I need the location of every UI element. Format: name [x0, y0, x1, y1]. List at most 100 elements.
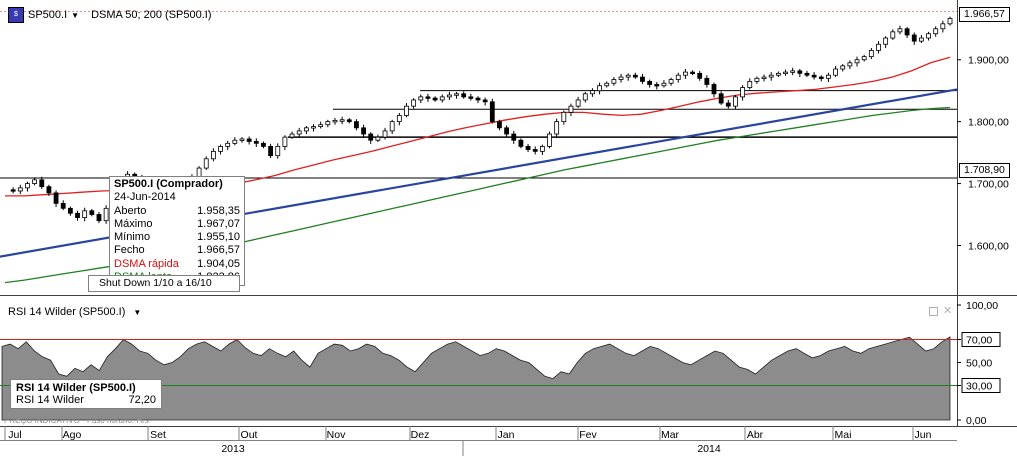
tooltip-row-value: 1.966,57	[197, 244, 240, 257]
candle-up	[740, 87, 746, 98]
candle-up	[854, 59, 860, 64]
x-month-label: Fev	[579, 429, 597, 441]
rsi-dropdown-icon[interactable]: ▼	[133, 307, 142, 317]
candle-up	[439, 96, 445, 101]
x-month-label: Mar	[661, 429, 680, 441]
candle-down	[354, 121, 359, 129]
candle-down	[704, 77, 710, 85]
candle-up	[575, 99, 581, 107]
candle-up	[404, 105, 409, 116]
tooltip-row-value: 1.967,07	[197, 217, 240, 230]
tooltip-row: Máximo 1.967,07	[114, 218, 240, 231]
candle-up	[375, 136, 381, 141]
price-y-tick-label: 1.600,00	[968, 240, 1009, 252]
candle-up	[568, 105, 574, 113]
candle-up	[590, 90, 595, 95]
candle-down	[811, 74, 817, 78]
candle-down	[432, 97, 438, 101]
candle-down	[497, 121, 502, 129]
candle-up	[783, 71, 788, 75]
candle-down	[246, 138, 252, 142]
candle-up	[232, 139, 238, 144]
rsi-level-tag	[961, 378, 1001, 393]
panel-close-icon[interactable]: ✕	[943, 305, 953, 317]
rsi-y-tick-label: 50,00	[966, 358, 992, 370]
candle-up	[861, 56, 867, 61]
candle-up	[239, 138, 245, 141]
candle-up	[933, 28, 939, 35]
candle-down	[482, 99, 488, 103]
candle-up	[833, 68, 838, 76]
candle-down	[518, 139, 524, 147]
candle-up	[411, 99, 417, 107]
rsi-title[interactable]: RSI 14 Wilder (SP500.I)	[8, 306, 126, 318]
rsi-y-tick-label: 30,00	[966, 381, 992, 393]
candle-down	[75, 212, 80, 219]
candle-up	[389, 121, 395, 132]
candle-down	[697, 72, 703, 79]
chart-header: $ SP500.I ▼ DSMA 50; 200 (SP500.I)	[8, 7, 212, 23]
indicator-label[interactable]: DSMA 50; 200 (SP500.I)	[91, 9, 212, 21]
x-month-label: Out	[241, 429, 258, 441]
x-month-label: Jun	[915, 429, 932, 441]
candle-down	[511, 133, 517, 141]
candle-up	[826, 74, 831, 79]
tooltip-row-value: 1.904,05	[197, 257, 240, 270]
rsi-footer-note: PREÇO INDICATIVO · Fuso horário: Hrs	[4, 416, 149, 425]
candle-down	[46, 186, 52, 194]
candle-down	[425, 96, 431, 99]
candle-down	[725, 102, 731, 107]
rsi-y-tick-label: 100,00	[966, 300, 998, 312]
candle-down	[489, 101, 495, 123]
candle-up	[897, 28, 903, 33]
candle-down	[253, 141, 259, 144]
symbol-label[interactable]: SP500.I	[28, 9, 68, 21]
candle-up	[32, 179, 38, 184]
rsi-header: RSI 14 Wilder (SP500.I) ▼	[8, 306, 141, 318]
candle-down	[368, 133, 374, 141]
candle-up	[733, 96, 738, 107]
candle-up	[218, 146, 223, 152]
candle-up	[890, 31, 896, 39]
price-y-tick-label: 1.800,00	[968, 117, 1009, 129]
candle-up	[611, 79, 617, 84]
shutdown-annotation: Shut Down 1/10 a 16/10	[88, 275, 240, 292]
symbol-dropdown-icon[interactable]: ▼	[71, 10, 80, 20]
candle-up	[940, 23, 946, 30]
candle-up	[282, 136, 288, 147]
rsi-box-row: RSI 14 Wilder 72,20	[16, 394, 156, 406]
rsi-box-title: RSI 14 Wilder (SP500.I)	[16, 382, 136, 394]
candle-down	[268, 146, 274, 157]
candle-up	[604, 82, 610, 87]
candle-up	[82, 210, 88, 219]
candle-up	[661, 82, 667, 87]
tooltip-row-label: Máximo	[114, 217, 153, 230]
x-month-label: Mai	[835, 429, 852, 441]
tooltip-title: SP500.I (Comprador)	[114, 178, 223, 190]
level-price-tag: 1.708,90	[959, 163, 1010, 178]
rsi-y-tick-label: 0,00	[966, 415, 987, 427]
candle-up	[682, 71, 688, 76]
x-year-label: 2013	[221, 443, 245, 455]
x-month-label: Dez	[411, 429, 430, 441]
x-year-label: 2014	[697, 443, 721, 455]
candle-down	[67, 207, 73, 214]
candle-down	[654, 84, 660, 87]
candle-up	[790, 70, 796, 73]
candle-up	[840, 65, 846, 70]
candle-up	[775, 72, 781, 76]
price-y-tick-label: 1.900,00	[968, 55, 1009, 67]
candle-up	[926, 33, 931, 39]
candle-down	[461, 93, 467, 98]
candle-down	[640, 76, 645, 82]
candle-down	[89, 210, 95, 215]
rsi-box-label: RSI 14 Wilder	[16, 394, 84, 406]
candle-up	[597, 85, 602, 92]
panel-restore-icon[interactable]	[929, 307, 938, 316]
candle-down	[647, 80, 653, 85]
candle-down	[804, 72, 810, 76]
candle-up	[303, 127, 309, 132]
candle-up	[103, 207, 109, 222]
tooltip-row: DSMA rápida 1.904,05	[114, 258, 240, 271]
candle-up	[675, 74, 681, 80]
